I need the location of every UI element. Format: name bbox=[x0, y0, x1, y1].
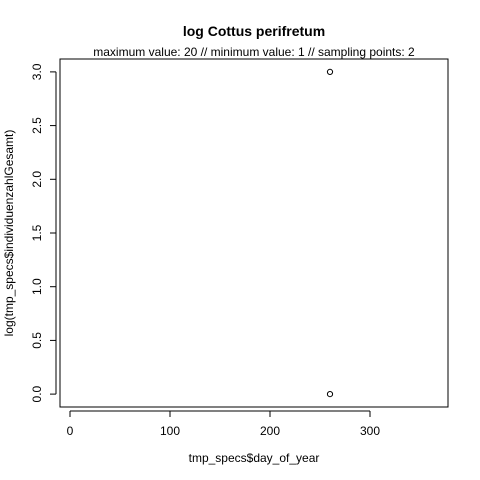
chart-title: log Cottus perifretum bbox=[183, 23, 325, 39]
y-tick-label: 1.0 bbox=[30, 278, 44, 295]
data-point bbox=[327, 69, 332, 74]
plot-area-border bbox=[60, 59, 448, 407]
y-tick-label: 0.0 bbox=[30, 385, 44, 402]
data-point bbox=[327, 392, 332, 397]
y-axis-label: log(tmp_specs$individuenzahlGesamt) bbox=[2, 130, 16, 337]
y-tick-label: 1.5 bbox=[30, 224, 44, 241]
data-points bbox=[327, 69, 332, 396]
x-axis: 0 100 200 300 bbox=[67, 411, 381, 438]
y-tick-label: 2.5 bbox=[30, 117, 44, 134]
x-tick-label: 200 bbox=[260, 424, 280, 438]
chart-subtitle: maximum value: 20 // minimum value: 1 //… bbox=[93, 45, 415, 59]
y-tick-label: 3.0 bbox=[30, 63, 44, 80]
x-tick-label: 100 bbox=[160, 424, 180, 438]
y-axis: 0.0 0.5 1.0 1.5 2.0 2.5 3.0 bbox=[30, 63, 56, 402]
y-tick-label: 2.0 bbox=[30, 171, 44, 188]
x-tick-label: 0 bbox=[67, 424, 74, 438]
x-axis-label: tmp_specs$day_of_year bbox=[189, 451, 320, 465]
y-tick-label: 0.5 bbox=[30, 332, 44, 349]
x-tick-label: 300 bbox=[360, 424, 380, 438]
